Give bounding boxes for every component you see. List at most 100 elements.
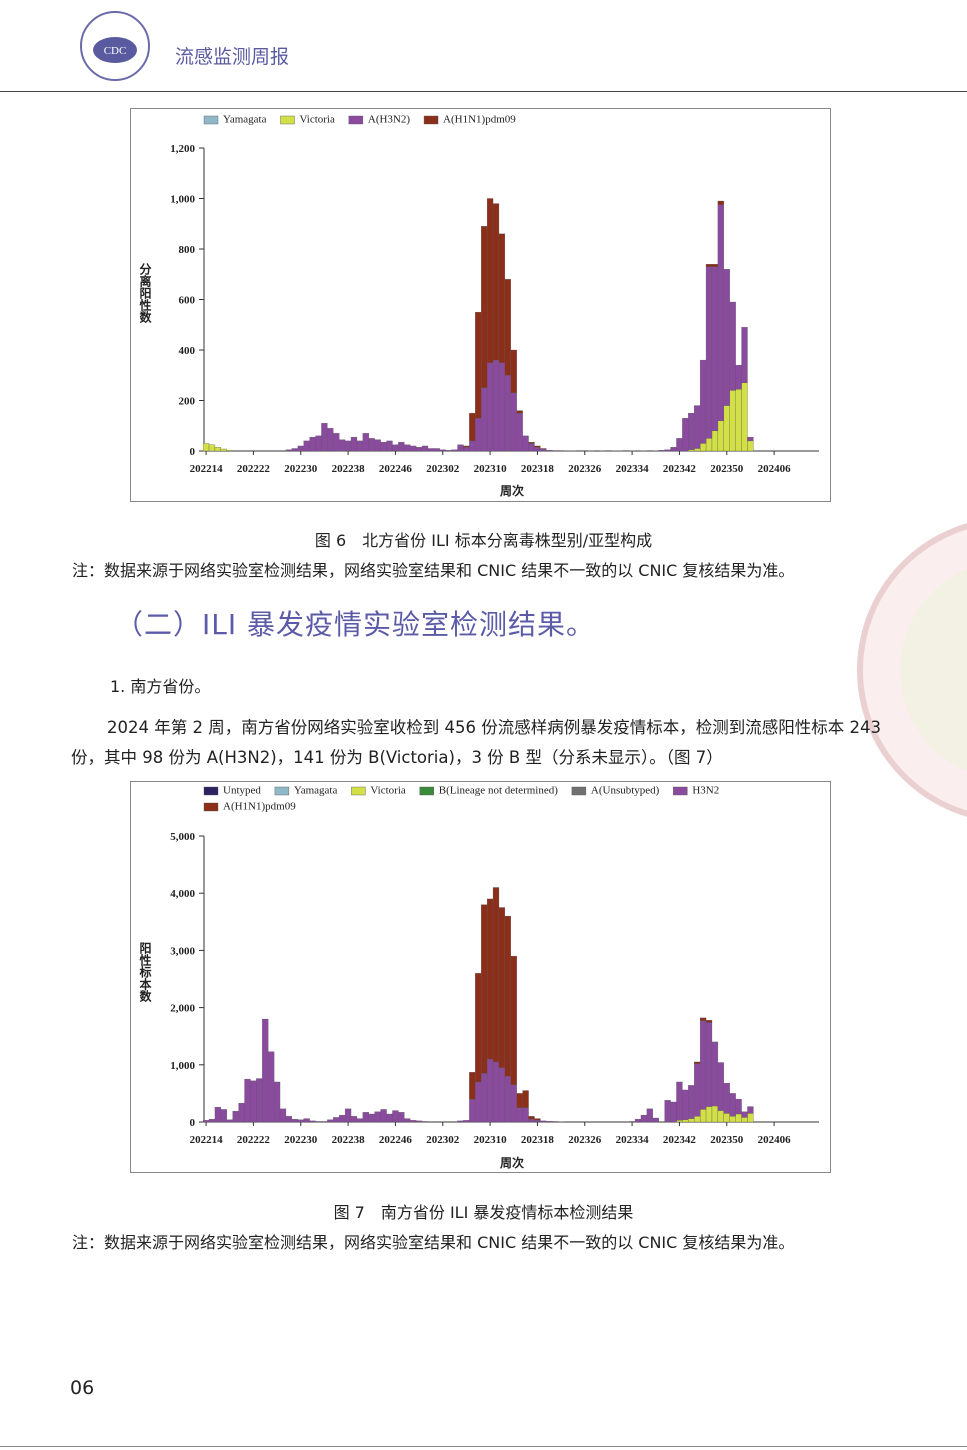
x-tick-label: 202302 — [426, 1134, 460, 1146]
x-tick-label: 202230 — [284, 463, 318, 475]
bar-segment — [699, 359, 707, 444]
bar-segment — [705, 438, 713, 452]
bar-segment — [747, 1106, 754, 1114]
bar-segment — [226, 1119, 233, 1123]
bar-segment — [303, 440, 310, 452]
bar-segment — [552, 450, 559, 452]
y-tick-label: 4,000 — [170, 888, 195, 900]
x-tick-label: 202302 — [426, 463, 460, 475]
figure-note: 注：数据来源于网络实验室检测结果，网络实验室结果和 CNIC 结果不一致的以 C… — [72, 1233, 795, 1252]
bar-segment — [445, 450, 452, 452]
bar-segment — [723, 269, 730, 406]
bar-segment — [741, 327, 748, 383]
bar-segment — [510, 1084, 517, 1123]
logo-ring — [80, 11, 150, 81]
y-tick-label: 800 — [179, 244, 196, 256]
bar-segment — [717, 1110, 724, 1123]
x-axis-label: 周次 — [500, 1155, 524, 1170]
bar-segment — [285, 1116, 293, 1123]
x-tick-label: 202222 — [237, 1134, 271, 1146]
bar-segment — [350, 436, 358, 452]
bar-segment — [327, 428, 334, 452]
bar-segment — [534, 1118, 541, 1121]
bar-segment — [415, 447, 423, 452]
bar-segment — [421, 445, 429, 452]
bar-segment — [486, 898, 494, 1060]
bar-segment — [682, 1119, 689, 1123]
bar-segment — [694, 1063, 701, 1117]
bar-segment — [309, 436, 316, 452]
chart: 阳性标本数 周次 0 1,000 2,000 3,000 4,000 5,000 20221… — [130, 781, 831, 1173]
bar-segment — [694, 1116, 701, 1123]
bar-segment — [339, 439, 346, 452]
legend-swatch — [423, 115, 439, 125]
bar-segment — [256, 1078, 263, 1123]
bar-segment — [741, 1117, 748, 1123]
bar-segment — [327, 1119, 334, 1123]
bar-segment — [735, 1098, 742, 1115]
bar-segment — [356, 440, 364, 452]
bar-segment — [333, 433, 340, 452]
bar-segment — [208, 444, 216, 452]
y-tick-label: 1,000 — [170, 194, 195, 206]
bar-segment — [546, 450, 553, 452]
bar-segment — [492, 1061, 500, 1123]
bar-segment — [664, 449, 671, 452]
bar-segment — [498, 233, 506, 363]
bar-segment — [735, 364, 742, 390]
bar-segment — [404, 444, 411, 452]
x-tick-label: 202310 — [474, 1134, 508, 1146]
bar-segment — [688, 412, 695, 450]
bar-segment — [481, 226, 488, 389]
bar-segment — [504, 915, 511, 1077]
y-tick-label: 200 — [179, 396, 196, 408]
bar-segment — [498, 1067, 506, 1123]
x-tick-label: 202350 — [710, 463, 744, 475]
bar-segment — [658, 450, 665, 452]
bar-segment — [510, 349, 517, 394]
legend-swatch — [203, 786, 219, 796]
bar-segment — [747, 436, 754, 442]
bar-segment — [273, 1081, 281, 1123]
bar-segment — [392, 1110, 399, 1123]
legend-label: B(Lineage not determined) — [439, 785, 558, 797]
bar-segment — [705, 1022, 713, 1107]
x-tick-label: 202342 — [663, 463, 697, 475]
legend-label: Untyped — [223, 785, 261, 797]
bar-segment — [315, 1121, 322, 1123]
bar-segment — [540, 448, 547, 450]
bar-segment — [481, 387, 488, 452]
bar-segment — [486, 1058, 494, 1123]
bar-segment — [475, 311, 482, 419]
bar-segment — [711, 266, 719, 431]
bar-segment — [374, 439, 381, 452]
bar-segment — [516, 410, 523, 414]
bar-segment — [634, 1118, 642, 1123]
bar-segment — [398, 442, 405, 452]
y-tick-label: 400 — [179, 345, 196, 357]
legend-label: A(H1N1)pdm09 — [223, 801, 296, 813]
bar-segment — [735, 1113, 742, 1123]
bar-segment — [475, 1081, 482, 1123]
bar-segment — [646, 450, 653, 452]
bar-segment — [492, 203, 500, 361]
bar-segment — [522, 1090, 529, 1108]
legend-label: Yamagata — [223, 114, 267, 126]
bar-segment — [362, 1112, 369, 1123]
bar-segment — [717, 420, 724, 452]
x-tick-label: 202406 — [758, 1134, 792, 1146]
bar-segment — [285, 449, 293, 452]
bar-segment — [694, 448, 701, 452]
bar-segment — [516, 412, 523, 452]
legend-swatch — [351, 786, 366, 796]
bar-segment — [279, 1108, 287, 1123]
bar-segment — [747, 1113, 754, 1123]
legend-swatch — [274, 786, 290, 796]
bar-segment — [475, 973, 482, 1083]
bar-segment — [705, 266, 713, 439]
bar-segment — [333, 1117, 340, 1123]
bar-segment — [469, 1072, 476, 1100]
bar-segment — [546, 1120, 553, 1123]
bar-segment — [682, 1089, 689, 1120]
x-tick-label: 202310 — [474, 463, 508, 475]
